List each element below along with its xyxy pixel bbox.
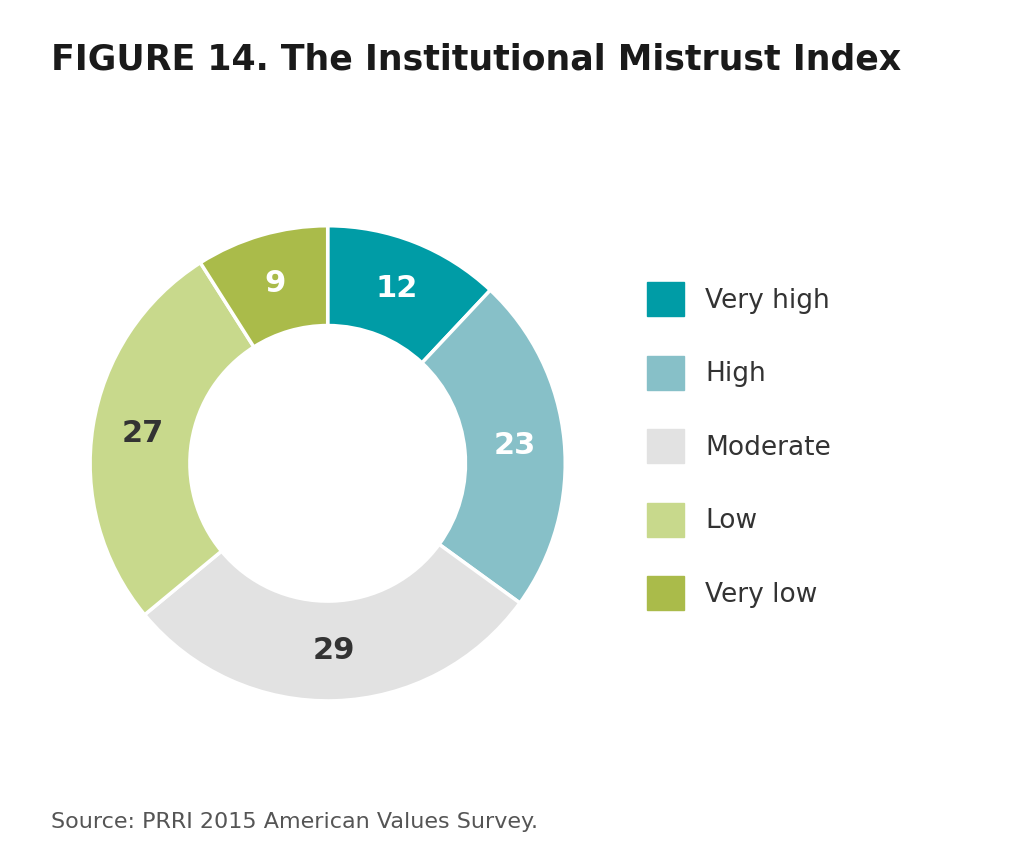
Text: FIGURE 14. The Institutional Mistrust Index: FIGURE 14. The Institutional Mistrust In… [51, 43, 901, 77]
Legend: Very high, High, Moderate, Low, Very low: Very high, High, Moderate, Low, Very low [647, 282, 830, 610]
Wedge shape [201, 226, 328, 347]
Text: 12: 12 [376, 275, 418, 304]
Wedge shape [328, 226, 490, 363]
Text: Source: PRRI 2015 American Values Survey.: Source: PRRI 2015 American Values Survey… [51, 813, 539, 832]
Wedge shape [90, 263, 254, 614]
Wedge shape [144, 544, 520, 701]
Text: 23: 23 [494, 432, 536, 460]
Text: 9: 9 [264, 269, 286, 298]
Text: 27: 27 [121, 420, 164, 449]
Wedge shape [422, 290, 565, 603]
Text: 29: 29 [312, 637, 355, 666]
